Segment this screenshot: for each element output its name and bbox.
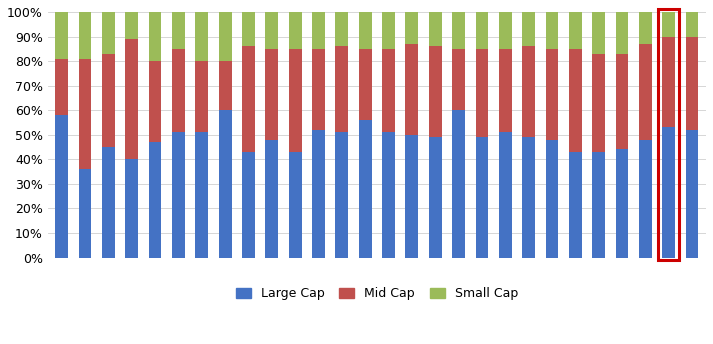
Bar xyxy=(545,12,558,49)
Bar xyxy=(289,152,302,258)
Bar xyxy=(56,115,68,258)
Bar xyxy=(406,135,419,258)
Bar xyxy=(593,12,605,54)
Bar xyxy=(658,9,679,260)
Bar xyxy=(499,12,512,49)
Bar xyxy=(125,39,138,159)
Bar xyxy=(569,49,582,152)
Bar xyxy=(219,61,232,110)
Bar xyxy=(522,12,535,46)
Bar xyxy=(429,46,441,137)
Bar xyxy=(569,12,582,49)
Bar xyxy=(382,12,395,49)
Bar xyxy=(102,147,115,258)
Bar xyxy=(499,132,512,258)
Bar xyxy=(78,58,91,169)
Bar xyxy=(686,130,699,258)
Bar xyxy=(195,132,208,258)
Bar xyxy=(452,49,465,110)
Bar xyxy=(662,12,675,36)
Bar xyxy=(429,137,441,258)
Bar xyxy=(242,12,255,46)
Bar xyxy=(102,54,115,147)
Bar xyxy=(382,49,395,132)
Bar xyxy=(265,49,278,140)
Bar xyxy=(522,46,535,137)
Bar xyxy=(639,12,652,44)
Bar xyxy=(406,12,419,44)
Bar xyxy=(593,152,605,258)
Bar xyxy=(102,12,115,54)
Bar xyxy=(452,12,465,49)
Bar xyxy=(78,12,91,58)
Bar xyxy=(382,132,395,258)
Bar xyxy=(172,132,185,258)
Bar xyxy=(476,137,488,258)
Bar xyxy=(545,140,558,258)
Bar xyxy=(569,152,582,258)
Bar xyxy=(359,49,371,120)
Bar xyxy=(499,49,512,132)
Bar xyxy=(522,137,535,258)
Bar xyxy=(242,46,255,152)
Bar xyxy=(289,49,302,152)
Bar xyxy=(335,12,348,46)
Bar xyxy=(662,127,675,258)
Bar xyxy=(639,140,652,258)
Bar xyxy=(195,12,208,61)
Bar xyxy=(359,120,371,258)
Bar xyxy=(686,36,699,130)
Bar xyxy=(615,149,628,258)
Bar xyxy=(662,36,675,127)
Bar xyxy=(148,61,162,142)
Bar xyxy=(265,12,278,49)
Bar xyxy=(78,169,91,258)
Bar xyxy=(195,61,208,132)
Bar xyxy=(172,12,185,49)
Bar xyxy=(56,12,68,58)
Bar xyxy=(406,44,419,135)
Bar xyxy=(289,12,302,49)
Bar xyxy=(312,49,325,130)
Bar xyxy=(242,152,255,258)
Bar xyxy=(148,142,162,258)
Bar xyxy=(312,12,325,49)
Bar xyxy=(359,12,371,49)
Bar xyxy=(686,12,699,36)
Bar xyxy=(148,12,162,61)
Bar xyxy=(265,140,278,258)
Bar xyxy=(125,12,138,39)
Bar xyxy=(615,12,628,54)
Bar xyxy=(545,49,558,140)
Bar xyxy=(172,49,185,132)
Bar xyxy=(56,58,68,115)
Bar xyxy=(335,132,348,258)
Bar xyxy=(125,159,138,258)
Bar xyxy=(452,110,465,258)
Bar xyxy=(476,12,488,49)
Legend: Large Cap, Mid Cap, Small Cap: Large Cap, Mid Cap, Small Cap xyxy=(230,282,523,305)
Bar xyxy=(219,110,232,258)
Bar xyxy=(615,54,628,149)
Bar xyxy=(429,12,441,46)
Bar xyxy=(593,54,605,152)
Bar xyxy=(639,44,652,140)
Bar xyxy=(219,12,232,61)
Bar xyxy=(312,130,325,258)
Bar xyxy=(476,49,488,137)
Bar xyxy=(335,46,348,132)
